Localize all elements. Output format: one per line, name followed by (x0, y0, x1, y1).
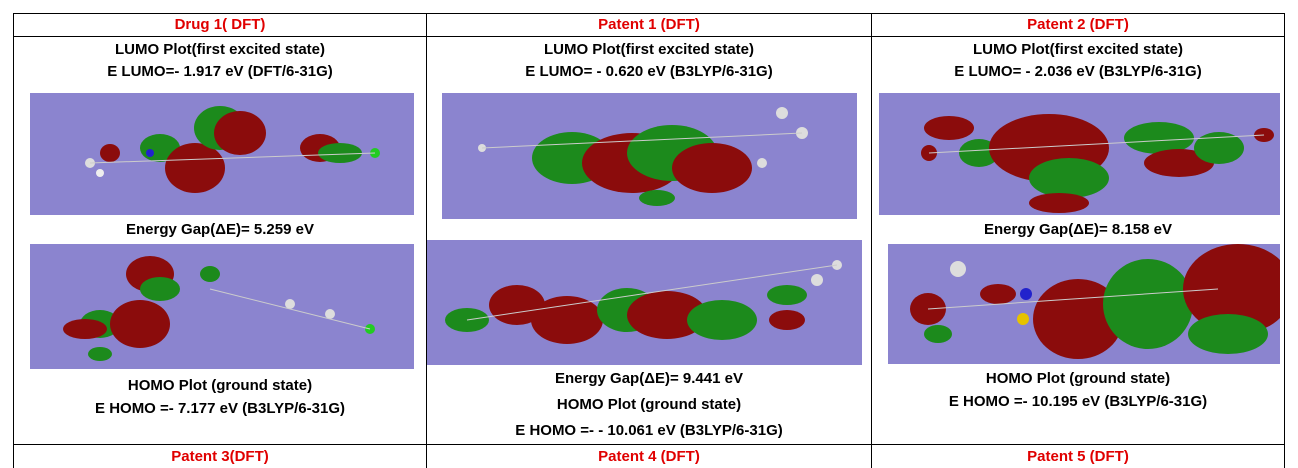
column-header: Patent 1 (DFT) (598, 16, 700, 33)
homo-title: HOMO Plot (ground state) (985, 370, 1171, 387)
column-header: Drug 1( DFT) (174, 16, 266, 33)
homo-orbital-plot (427, 240, 862, 365)
table-right-border (1284, 13, 1285, 468)
homo-title: HOMO Plot (ground state) (556, 396, 742, 413)
next-row-header: Patent 3(DFT) (171, 448, 269, 465)
next-row-header: Patent 5 (DFT) (1027, 448, 1129, 465)
lumo-title: LUMO Plot(first excited state) (972, 41, 1184, 58)
next-row-header: Patent 4 (DFT) (598, 448, 700, 465)
lumo-energy: E LUMO= - 0.620 eV (B3LYP/6-31G) (525, 63, 773, 80)
table-top-border (13, 13, 1284, 14)
homo-title: HOMO Plot (ground state) (127, 377, 313, 394)
column-header: Patent 2 (DFT) (1027, 16, 1129, 33)
energy-gap: Energy Gap(ΔE)= 9.441 eV (555, 370, 743, 387)
lumo-orbital-plot (442, 93, 857, 219)
lumo-energy: E LUMO= - 2.036 eV (B3LYP/6-31G) (954, 63, 1202, 80)
lumo-orbital-plot (879, 93, 1280, 215)
homo-energy: E HOMO =- - 10.061 eV (B3LYP/6-31G) (515, 422, 783, 439)
lumo-title: LUMO Plot(first excited state) (114, 41, 326, 58)
homo-energy: E HOMO =- 10.195 eV (B3LYP/6-31G) (948, 393, 1208, 410)
homo-orbital-plot (30, 244, 414, 369)
homo-energy: E HOMO =- 7.177 eV (B3LYP/6-31G) (95, 400, 345, 417)
lumo-title: LUMO Plot(first excited state) (543, 41, 755, 58)
table-left-border (13, 13, 14, 468)
energy-gap: Energy Gap(ΔE)= 5.259 eV (126, 221, 314, 238)
row-divider (13, 444, 1284, 445)
column-divider-1 (426, 13, 427, 468)
header-divider (13, 36, 1284, 37)
lumo-orbital-plot (30, 93, 414, 215)
column-divider-2 (871, 13, 872, 468)
lumo-energy: E LUMO=- 1.917 eV (DFT/6-31G) (107, 63, 333, 80)
energy-gap: Energy Gap(ΔE)= 8.158 eV (984, 221, 1172, 238)
homo-orbital-plot (888, 244, 1280, 364)
